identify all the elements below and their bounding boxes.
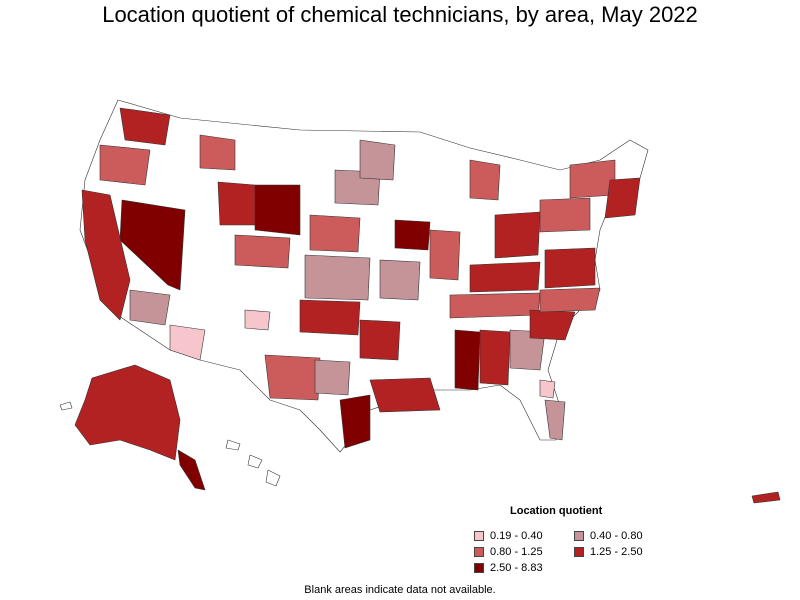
region-nevada [119, 199, 186, 291]
region-ohio [494, 211, 541, 259]
legend-item-4: 2.50 - 8.83 [474, 562, 543, 574]
region-pennsylvania [539, 197, 591, 233]
alaska-islands [59, 401, 73, 411]
region-minnesota [359, 139, 396, 181]
region-kentucky [469, 261, 541, 293]
region-california-coast [81, 189, 131, 321]
region-wyoming-west [217, 181, 256, 226]
region-oregon [99, 144, 151, 186]
region-northeast [604, 177, 641, 219]
region-kansas [304, 254, 371, 301]
footnote: Blank areas indicate data not available. [304, 584, 496, 596]
region-nebraska [309, 214, 361, 253]
region-idaho-mt [199, 134, 236, 171]
legend-label-1: 0.40 - 0.80 [590, 530, 643, 542]
legend-item-1: 0.40 - 0.80 [574, 530, 643, 542]
legend-swatch-4 [474, 563, 484, 573]
region-michigan [469, 159, 501, 201]
region-texas-central [314, 359, 351, 396]
legend-label-4: 2.50 - 8.83 [490, 562, 543, 574]
region-tennessee [449, 292, 541, 319]
legend-swatch-1 [574, 531, 584, 541]
legend-item-2: 0.80 - 1.25 [474, 546, 543, 558]
legend-item-0: 0.19 - 0.40 [474, 530, 543, 542]
legend-label-2: 0.80 - 1.25 [490, 546, 543, 558]
region-puerto-rico [751, 491, 781, 504]
region-colorado [234, 234, 291, 269]
legend-swatch-0 [474, 531, 484, 541]
region-missouri [379, 259, 421, 301]
region-wyoming-east [254, 184, 301, 236]
region-mississippi [454, 329, 481, 391]
region-alabama [479, 329, 511, 386]
legend-item-3: 1.25 - 2.50 [574, 546, 643, 558]
region-arkansas [359, 319, 401, 361]
region-florida-north [539, 379, 556, 399]
legend-title: Location quotient [510, 505, 603, 517]
region-virginia [544, 247, 596, 289]
region-hawaii [225, 439, 281, 487]
legend-label-0: 0.19 - 0.40 [490, 530, 543, 542]
legend-swatch-3 [574, 547, 584, 557]
region-oklahoma [299, 299, 361, 336]
region-texas-west [264, 354, 321, 401]
region-illinois [429, 229, 461, 281]
region-north-carolina [539, 287, 601, 313]
region-washington [119, 107, 171, 146]
region-alaska-panhandle [177, 449, 206, 491]
map-title: Location quotient of chemical technician… [102, 2, 698, 27]
region-south-carolina [529, 309, 576, 341]
legend-label-3: 1.25 - 2.50 [590, 546, 643, 558]
legend-swatch-2 [474, 547, 484, 557]
region-louisiana [369, 377, 441, 413]
region-arizona-1 [129, 289, 171, 326]
region-new-mexico [244, 309, 271, 331]
region-arizona-2 [169, 324, 206, 361]
region-iowa-wi [394, 219, 431, 251]
region-texas-gulf [339, 394, 371, 449]
region-alaska [74, 364, 181, 461]
region-florida [544, 399, 566, 441]
